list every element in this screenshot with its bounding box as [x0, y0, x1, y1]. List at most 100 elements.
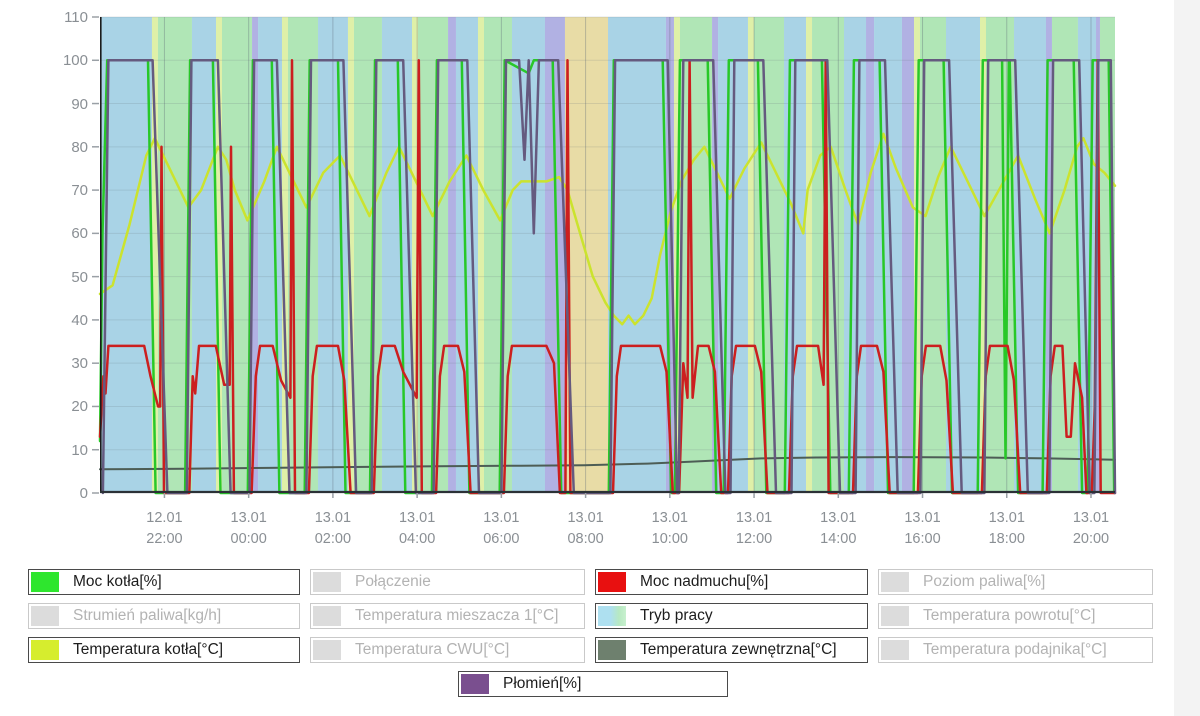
legend-item-poziom-paliwa[interactable]: Poziom paliwa[%]: [878, 569, 1153, 595]
x-tick-label: 13.01 14:00: [820, 510, 857, 548]
mode-band-purple: [544, 17, 565, 493]
legend-item-moc-nadmuchu[interactable]: Moc nadmuchu[%]: [595, 569, 868, 595]
mode-band-blue: [511, 17, 545, 493]
mode-band-yellow: [980, 17, 986, 493]
x-tick-label: 13.01 16:00: [904, 510, 941, 548]
legend-label-temp-kotla: Temperatura kotła[°C]: [73, 641, 224, 658]
legend-item-temp-podajnika[interactable]: Temperatura podajnika[°C]: [878, 637, 1153, 663]
y-tick-label: 90: [71, 95, 88, 113]
legend-label-moc-nadmuchu: Moc nadmuchu[%]: [640, 573, 769, 590]
x-tick-label: 13.01 10:00: [651, 510, 688, 548]
mode-band-blue: [191, 17, 217, 493]
legend-label-polaczenie: Połączenie: [355, 573, 431, 590]
y-tick-label: 100: [62, 52, 88, 70]
page-right-gutter: [1174, 0, 1200, 716]
series-temp-kotla: [98, 132, 1117, 326]
legend-label-poziom-paliwa: Poziom paliwa[%]: [923, 573, 1046, 590]
mode-band-purple: [866, 17, 875, 493]
y-tick-label: 80: [71, 138, 88, 156]
x-tick-label: 12.01 22:00: [146, 510, 183, 548]
x-tick-label: 13.01 08:00: [567, 510, 604, 548]
chart-plot-area[interactable]: [92, 16, 1117, 498]
x-tick-label: 13.01 12:00: [735, 510, 773, 548]
x-tick-label: 13.01 20:00: [1072, 510, 1110, 548]
y-tick-label: 60: [71, 225, 88, 243]
legend-label-moc-kotla: Moc kotła[%]: [73, 573, 162, 590]
y-tick-label: 20: [71, 398, 88, 416]
mode-band-yellow: [477, 17, 484, 493]
legend-item-temp-mieszacza[interactable]: Temperatura mieszacza 1[°C]: [310, 603, 585, 629]
mode-band-green: [353, 17, 382, 493]
legend-label-temp-podajnika: Temperatura podajnika[°C]: [923, 641, 1107, 658]
mode-band-blue: [874, 17, 902, 493]
x-tick-label: 13.01 06:00: [483, 510, 520, 548]
mode-band-purple: [448, 17, 456, 493]
x-tick-label: 13.01 04:00: [398, 510, 436, 548]
y-tick-label: 0: [79, 485, 88, 502]
mode-band-blue: [1014, 17, 1046, 493]
y-tick-label: 10: [71, 441, 88, 459]
chart-legend: Moc kotła[%] Połączenie Moc nadmuchu[%] Poz…: [28, 569, 1158, 697]
legend-label-temp-zewnetrzna: Temperatura zewnętrzna[°C]: [640, 641, 837, 658]
legend-swatch-tryb-pracy: [598, 606, 626, 626]
legend-swatch-polaczenie: [313, 572, 341, 592]
chart-canvas[interactable]: [92, 16, 1117, 498]
mode-band-purple: [252, 17, 259, 493]
x-tick-label: 13.01 18:00: [988, 510, 1025, 548]
mode-band-purple: [665, 17, 674, 493]
legend-label-plomien: Płomień[%]: [503, 675, 582, 692]
legend-swatch-temp-powrotu: [881, 606, 909, 626]
y-tick-label: 110: [64, 9, 88, 26]
mode-band-yellow: [281, 17, 288, 493]
mode-band-blue: [608, 17, 666, 493]
y-tick-label: 30: [71, 355, 88, 373]
legend-swatch-moc-nadmuchu: [598, 572, 626, 592]
mode-band-blue: [381, 17, 413, 493]
legend-swatch-plomien: [461, 674, 489, 694]
mode-band-purple: [1045, 17, 1052, 493]
legend-swatch-temp-cwu: [313, 640, 341, 660]
legend-item-plomien[interactable]: Płomień[%]: [458, 671, 728, 697]
y-tick-label: 40: [71, 311, 88, 329]
legend-item-temp-powrotu[interactable]: Temperatura powrotu[°C]: [878, 603, 1153, 629]
mode-band-green: [483, 17, 512, 493]
mode-band-blue: [258, 17, 282, 493]
legend-label-temp-mieszacza: Temperatura mieszacza 1[°C]: [355, 607, 559, 624]
legend-label-temp-powrotu: Temperatura powrotu[°C]: [923, 607, 1096, 624]
legend-label-tryb-pracy: Tryb pracy: [640, 607, 713, 624]
legend-swatch-temp-podajnika: [881, 640, 909, 660]
mode-band-blue: [455, 17, 478, 493]
legend-item-temp-cwu[interactable]: Temperatura CWU[°C]: [310, 637, 585, 663]
y-tick-label: 70: [71, 182, 88, 200]
legend-swatch-temp-zewnetrzna: [598, 640, 626, 660]
mode-band-purple: [901, 17, 915, 493]
mode-band-yellow: [151, 17, 158, 493]
legend-grid: Moc kotła[%] Połączenie Moc nadmuchu[%] Poz…: [28, 569, 1158, 663]
mode-band-yellow: [347, 17, 354, 493]
legend-swatch-poziom-paliwa: [881, 572, 909, 592]
legend-item-tryb-pracy[interactable]: Tryb pracy: [595, 603, 868, 629]
y-tick-label: 50: [71, 268, 88, 286]
mode-band-yellow: [412, 17, 418, 493]
mode-band-yellow: [806, 17, 813, 493]
legend-center-row: Płomień[%]: [458, 671, 728, 697]
legend-item-temp-kotla[interactable]: Temperatura kotła[°C]: [28, 637, 300, 663]
legend-item-temp-zewnetrzna[interactable]: Temperatura zewnętrzna[°C]: [595, 637, 868, 663]
mode-band-green: [679, 17, 713, 493]
legend-swatch-moc-kotla: [31, 572, 59, 592]
legend-swatch-temp-mieszacza: [313, 606, 341, 626]
mode-band-purple: [712, 17, 719, 493]
legend-item-strumien-paliwa[interactable]: Strumień paliwa[kg/h]: [28, 603, 300, 629]
x-tick-label: 13.01 00:00: [230, 510, 267, 548]
legend-label-strumien-paliwa: Strumień paliwa[kg/h]: [73, 607, 222, 624]
legend-label-temp-cwu: Temperatura CWU[°C]: [355, 641, 510, 658]
mode-band-yellow: [216, 17, 223, 493]
legend-item-polaczenie[interactable]: Połączenie: [310, 569, 585, 595]
legend-item-moc-kotla[interactable]: Moc kotła[%]: [28, 569, 300, 595]
x-tick-label: 13.01 02:00: [314, 510, 352, 548]
mode-band-green: [222, 17, 253, 493]
mode-band-yellow: [747, 17, 754, 493]
legend-swatch-temp-kotla: [31, 640, 59, 660]
legend-swatch-strumien-paliwa: [31, 606, 59, 626]
